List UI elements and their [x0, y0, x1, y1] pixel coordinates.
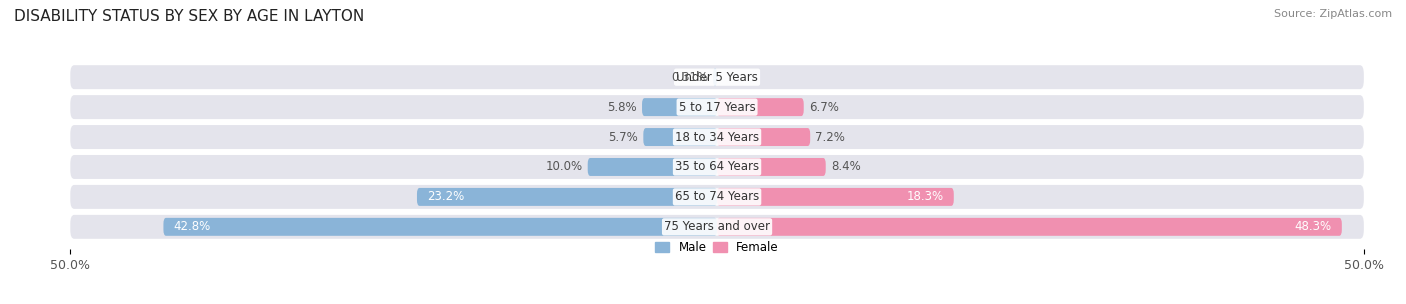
FancyBboxPatch shape: [70, 155, 1364, 179]
FancyBboxPatch shape: [643, 98, 717, 116]
Text: 5.8%: 5.8%: [607, 101, 637, 114]
Text: 65 to 74 Years: 65 to 74 Years: [675, 190, 759, 203]
Text: DISABILITY STATUS BY SEX BY AGE IN LAYTON: DISABILITY STATUS BY SEX BY AGE IN LAYTO…: [14, 9, 364, 24]
FancyBboxPatch shape: [70, 125, 1364, 149]
FancyBboxPatch shape: [588, 158, 717, 176]
FancyBboxPatch shape: [717, 98, 804, 116]
FancyBboxPatch shape: [70, 185, 1364, 209]
Text: 18.3%: 18.3%: [907, 190, 943, 203]
Text: 10.0%: 10.0%: [546, 161, 582, 174]
FancyBboxPatch shape: [713, 68, 717, 86]
FancyBboxPatch shape: [70, 215, 1364, 239]
Text: 23.2%: 23.2%: [427, 190, 464, 203]
FancyBboxPatch shape: [717, 158, 825, 176]
FancyBboxPatch shape: [644, 128, 717, 146]
FancyBboxPatch shape: [418, 188, 717, 206]
FancyBboxPatch shape: [163, 218, 717, 236]
Text: 75 Years and over: 75 Years and over: [664, 220, 770, 233]
Text: 6.7%: 6.7%: [808, 101, 839, 114]
Text: 35 to 64 Years: 35 to 64 Years: [675, 161, 759, 174]
Text: 8.4%: 8.4%: [831, 161, 860, 174]
FancyBboxPatch shape: [717, 128, 810, 146]
Text: Under 5 Years: Under 5 Years: [676, 71, 758, 84]
Text: 42.8%: 42.8%: [174, 220, 211, 233]
Text: 7.2%: 7.2%: [815, 130, 845, 143]
Text: 5 to 17 Years: 5 to 17 Years: [679, 101, 755, 114]
Text: 18 to 34 Years: 18 to 34 Years: [675, 130, 759, 143]
FancyBboxPatch shape: [717, 188, 953, 206]
Text: 5.7%: 5.7%: [609, 130, 638, 143]
FancyBboxPatch shape: [70, 95, 1364, 119]
FancyBboxPatch shape: [70, 65, 1364, 89]
Text: Source: ZipAtlas.com: Source: ZipAtlas.com: [1274, 9, 1392, 19]
Text: 48.3%: 48.3%: [1295, 220, 1331, 233]
Legend: Male, Female: Male, Female: [651, 237, 783, 259]
FancyBboxPatch shape: [717, 218, 1341, 236]
Text: 0.31%: 0.31%: [671, 71, 707, 84]
